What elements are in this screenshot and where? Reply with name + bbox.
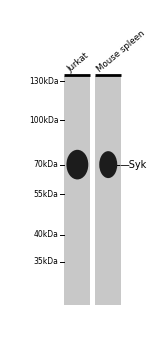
Text: —Syk: —Syk xyxy=(120,160,147,170)
Text: 35kDa: 35kDa xyxy=(34,257,59,266)
Text: 70kDa: 70kDa xyxy=(34,160,59,169)
Text: Jurkat: Jurkat xyxy=(66,51,91,74)
Bar xyxy=(64,76,90,305)
Bar xyxy=(95,76,121,305)
Text: 130kDa: 130kDa xyxy=(29,77,59,86)
Ellipse shape xyxy=(66,150,88,180)
Text: 55kDa: 55kDa xyxy=(34,190,59,199)
Text: 100kDa: 100kDa xyxy=(29,116,59,125)
Ellipse shape xyxy=(99,151,117,178)
Text: 40kDa: 40kDa xyxy=(34,230,59,239)
Text: Mouse spleen: Mouse spleen xyxy=(95,29,146,74)
